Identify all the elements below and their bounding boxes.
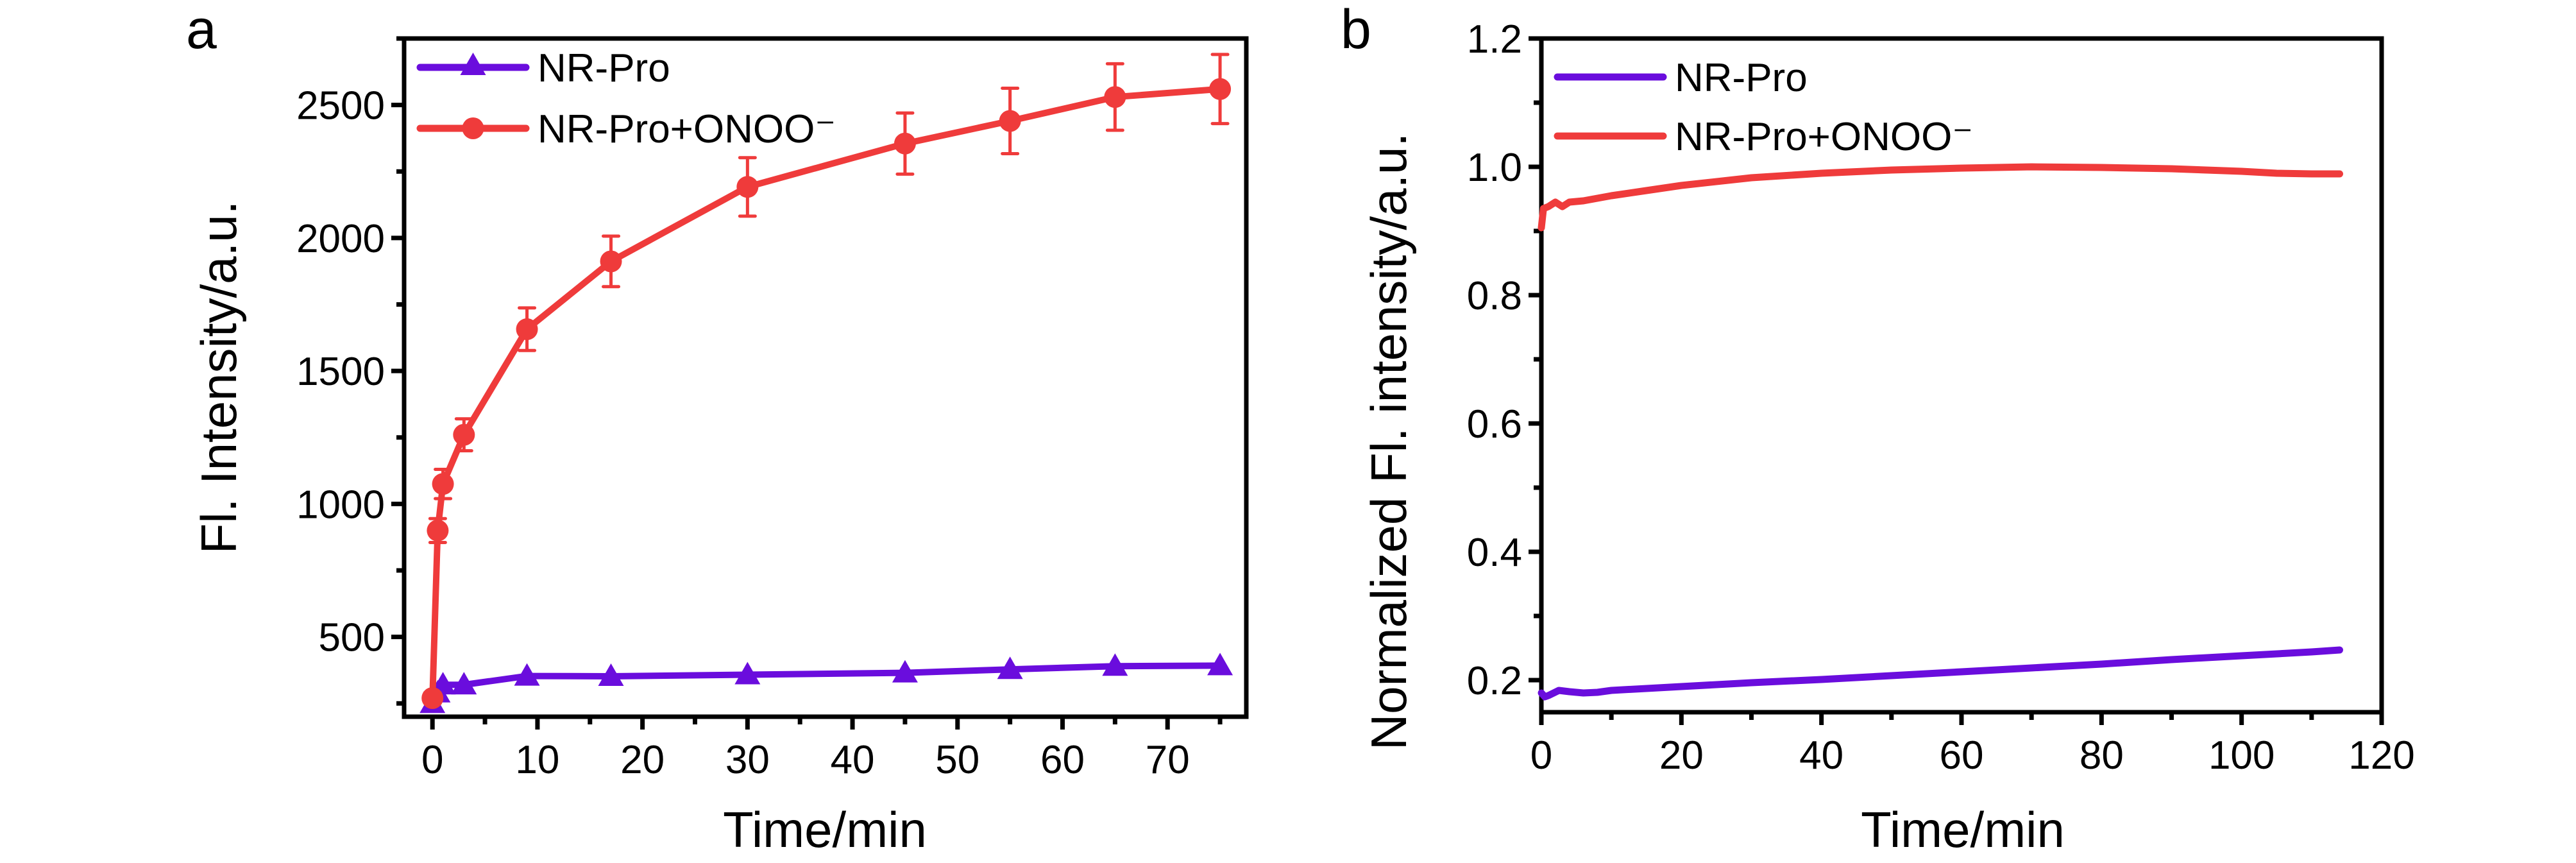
panel-a: a 0 10 20 30 40 50 60 70 500 1000 1500 2000 2500 NR-P… xyxy=(186,0,1249,858)
data-point-nrpro xyxy=(734,662,761,685)
legend-marker-onoo xyxy=(462,117,484,139)
legend-item-onoo-a: NR-Pro+ONOO⁻ xyxy=(416,107,836,151)
data-point-nrpro xyxy=(451,672,477,695)
x-tick-label-a: 10 xyxy=(515,738,559,782)
x-tick-label-a: 70 xyxy=(1146,738,1190,782)
x-tick-label-b: 100 xyxy=(2208,733,2275,778)
line-onoo-b xyxy=(1538,163,2343,232)
series-onoo-a xyxy=(421,53,1232,709)
series-nrpro-a xyxy=(419,653,1233,713)
legend-label-onoo: NR-Pro+ONOO⁻ xyxy=(538,107,836,151)
x-tick-label-a: 30 xyxy=(725,738,770,782)
legend-item-onoo-b: NR-Pro+ONOO⁻ xyxy=(1554,115,1973,159)
y-tick-label-a: 2500 xyxy=(296,84,385,128)
x-tick-label-b: 60 xyxy=(1940,733,1984,778)
y-tick-label-b: 0.2 xyxy=(1467,659,1522,703)
panel-b: b 0 20 40 60 80 100 120 0.2 0.4 0.6 0.8 1.0 1.2 NR-Pr… xyxy=(1341,0,2415,858)
legend-marker-nrpro xyxy=(460,53,486,75)
legend-label-nrpro: NR-Pro xyxy=(538,46,670,90)
plot-area-b: 0 20 40 60 80 100 120 0.2 0.4 0.6 0.8 1.0 1.2 NR-Pro N… xyxy=(1467,17,2415,778)
y-tick-label-b: 1.2 xyxy=(1467,17,1522,62)
panel-label-a: a xyxy=(186,0,217,60)
legend-label-onoo: NR-Pro+ONOO⁻ xyxy=(1675,115,1973,159)
y-tick-label-a: 1000 xyxy=(296,483,385,527)
x-tick-label-a: 20 xyxy=(620,738,665,782)
x-tick-label-a: 50 xyxy=(935,738,979,782)
data-point-onoo xyxy=(600,250,622,273)
legend-label-nrpro: NR-Pro xyxy=(1675,56,1808,100)
axes-frame-a xyxy=(402,36,1249,719)
y-axis-label-a: Fl. Intensity/a.u. xyxy=(191,201,247,554)
data-point-onoo xyxy=(432,473,454,495)
y-tick-label-b: 1.0 xyxy=(1467,146,1522,190)
y-tick-label-b: 0.4 xyxy=(1467,531,1522,575)
data-point-nrpro xyxy=(1207,653,1233,676)
line-onoo-a xyxy=(429,85,1224,701)
x-tick-label-b: 0 xyxy=(1530,733,1552,778)
data-point-onoo xyxy=(999,110,1021,132)
data-point-onoo xyxy=(736,176,759,198)
y-tick-label-a: 500 xyxy=(319,616,385,660)
x-tick-label-a: 0 xyxy=(421,738,443,782)
line-nrpro-b xyxy=(1538,646,2343,701)
legend-item-nrpro-a: NR-Pro xyxy=(416,46,670,90)
data-point-onoo xyxy=(453,423,475,446)
data-point-nrpro xyxy=(1102,653,1128,676)
data-point-onoo xyxy=(427,519,449,542)
y-tick-label-b: 0.6 xyxy=(1467,402,1522,447)
x-tick-label-b: 120 xyxy=(2348,733,2414,778)
x-tick-label-b: 20 xyxy=(1659,733,1704,778)
plot-area-a: 0 10 20 30 40 50 60 70 500 1000 1500 2000 2500 NR-Pro… xyxy=(296,36,1249,782)
panel-label-b: b xyxy=(1341,0,1371,60)
data-point-onoo xyxy=(421,687,444,709)
data-point-onoo xyxy=(1104,86,1126,108)
x-tick-label-b: 80 xyxy=(2080,733,2124,778)
x-tick-label-a: 60 xyxy=(1040,738,1085,782)
data-point-nrpro xyxy=(598,663,624,686)
data-point-onoo xyxy=(516,318,538,341)
y-tick-label-b: 0.8 xyxy=(1467,274,1522,318)
series-nrpro-b xyxy=(1538,646,2343,701)
x-axis-label-a: Time/min xyxy=(723,801,927,858)
x-tick-label-b: 40 xyxy=(1799,733,1843,778)
x-axis-label-b: Time/min xyxy=(1861,801,2065,858)
x-tick-label-a: 40 xyxy=(831,738,875,782)
legend-item-nrpro-b: NR-Pro xyxy=(1554,56,1808,100)
data-point-onoo xyxy=(894,132,916,155)
line-nrpro-a xyxy=(429,662,1224,707)
data-point-nrpro xyxy=(892,660,918,683)
data-point-onoo xyxy=(1209,78,1232,100)
series-onoo-b xyxy=(1538,163,2343,232)
y-tick-label-a: 2000 xyxy=(296,217,385,261)
y-tick-label-a: 1500 xyxy=(296,350,385,394)
data-point-nrpro xyxy=(997,656,1023,679)
y-axis-label-b: Normalized Fl. intensity/a.u. xyxy=(1360,133,1417,750)
data-point-nrpro xyxy=(514,663,540,686)
